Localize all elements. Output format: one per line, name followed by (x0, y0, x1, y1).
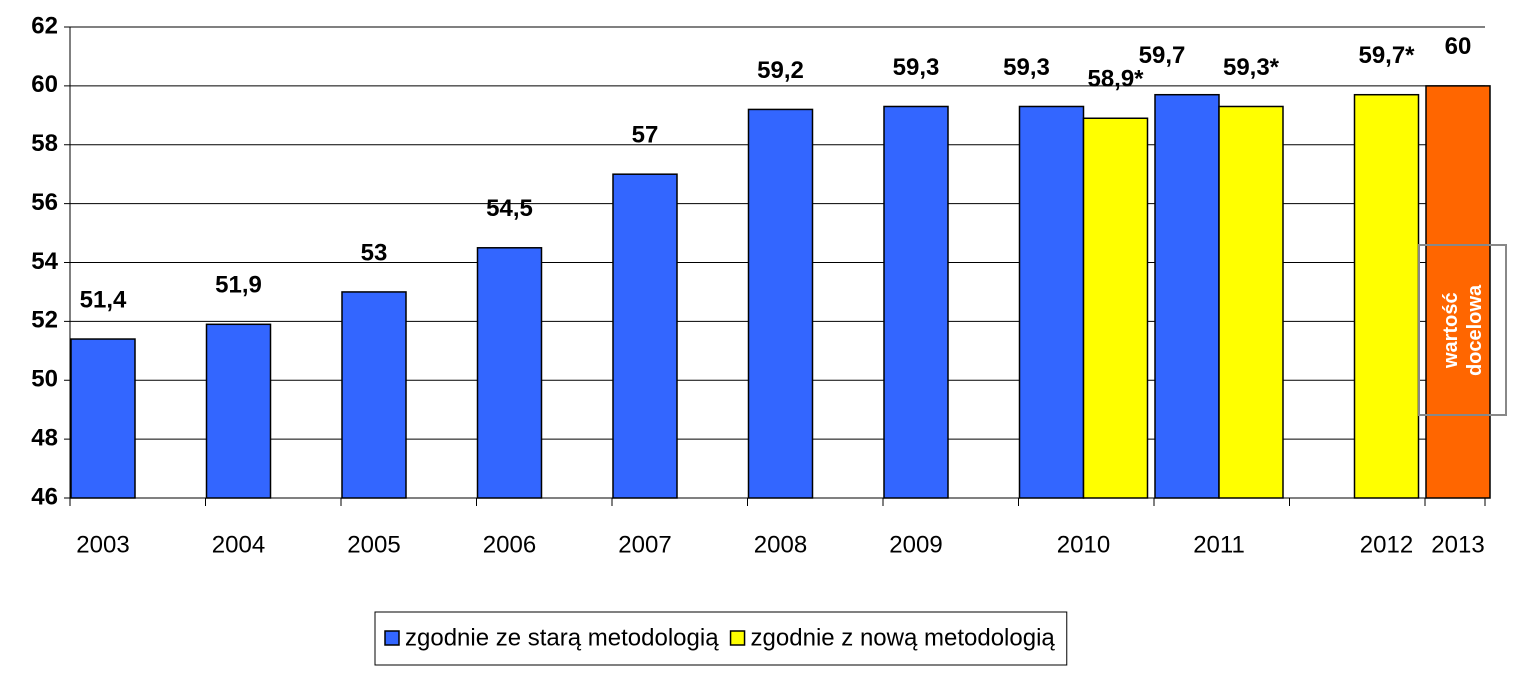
x-tick-label: 2011 (1193, 531, 1245, 558)
bar (1082, 117, 1149, 499)
value-label: 54,5 (486, 195, 533, 222)
x-tick-label: 2004 (212, 531, 265, 558)
value-label: 57 (632, 122, 659, 149)
y-tick-label: 56 (31, 189, 58, 216)
bar (1218, 105, 1284, 499)
bar (883, 105, 949, 499)
bar (1154, 93, 1220, 499)
value-label: 51,9 (215, 272, 262, 299)
value-label: 59,3 (1003, 54, 1050, 81)
bar (1353, 93, 1420, 499)
x-tick-label: 2013 (1431, 531, 1484, 558)
value-label: 53 (361, 239, 388, 266)
annotation: wartość docelowa (1439, 284, 1486, 376)
value-label: 59,3 (893, 54, 940, 81)
value-label: 59,3* (1223, 54, 1280, 81)
value-label: 58,9* (1087, 66, 1144, 93)
bar (70, 338, 136, 499)
bar (476, 247, 543, 499)
legend-box (374, 611, 1068, 666)
x-tick-label: 2006 (483, 531, 536, 558)
bar (747, 108, 814, 499)
legend-swatch (384, 630, 400, 646)
legend-label: zgodnie ze starą metodologią (405, 624, 719, 651)
bar (1425, 85, 1491, 499)
bar (1018, 105, 1085, 499)
x-tick-label: 2009 (889, 531, 942, 558)
y-tick-label: 58 (31, 130, 58, 157)
annotation-box (1418, 244, 1507, 416)
y-tick-label: 46 (31, 483, 58, 510)
annotation-text: wartość docelowa (1439, 284, 1486, 376)
y-tick-label: 48 (31, 424, 58, 451)
bar (341, 291, 407, 499)
bar (612, 173, 678, 499)
y-tick-label: 62 (31, 12, 58, 39)
y-tick-label: 54 (31, 248, 58, 275)
legend: zgodnie ze starą metodologią zgodnie z no… (374, 611, 1068, 666)
value-label: 60 (1445, 33, 1472, 60)
value-label: 59,7* (1358, 42, 1415, 69)
x-tick-label: 2010 (1057, 531, 1110, 558)
x-tick-label: 2012 (1360, 531, 1413, 558)
legend-swatch (729, 630, 746, 646)
value-label: 59,2 (757, 57, 804, 84)
y-tick-label: 60 (31, 71, 58, 98)
value-label: 51,4 (80, 286, 127, 313)
x-tick-label: 2005 (347, 531, 400, 558)
y-tick-label: 52 (31, 307, 58, 334)
x-tick-label: 2007 (618, 531, 671, 558)
value-label: 59,7 (1139, 42, 1186, 69)
y-tick-label: 50 (31, 366, 58, 393)
x-tick-label: 2003 (76, 531, 129, 558)
bar (205, 323, 272, 499)
legend-label: zgodnie z nową metodologią (751, 624, 1056, 651)
x-tick-label: 2008 (754, 531, 807, 558)
